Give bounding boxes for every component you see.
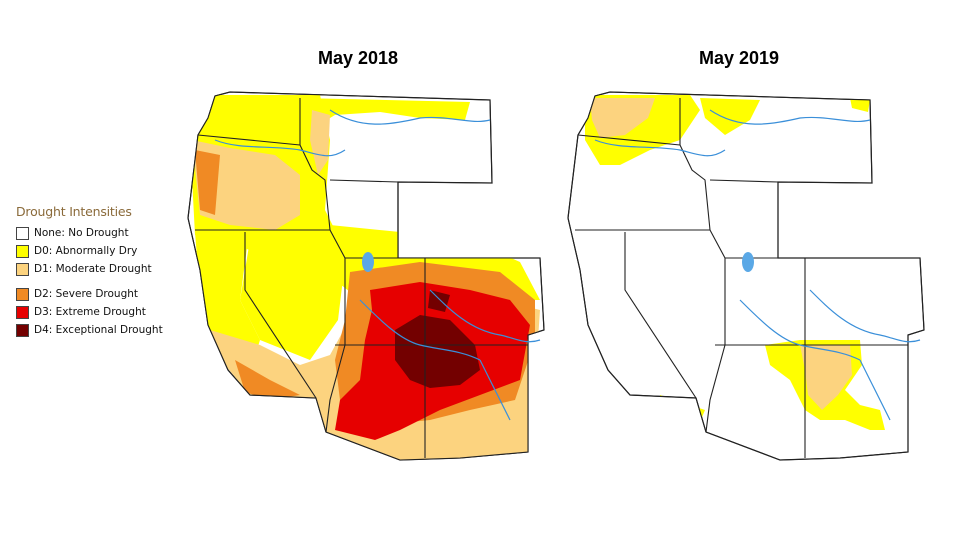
d4-region-four-corners xyxy=(395,315,480,388)
d1-region-washington-core xyxy=(590,98,655,138)
d2-region-socal xyxy=(235,360,300,400)
legend-label-none: None: No Drought xyxy=(34,227,129,239)
map-2018-rivers xyxy=(214,109,541,421)
map-title-2018: May 2018 xyxy=(317,48,399,68)
map-2018-drought-areas xyxy=(190,95,540,460)
d0-region-montana xyxy=(700,98,760,135)
legend-swatch-d1 xyxy=(16,262,29,276)
legend-swatch-none xyxy=(16,226,29,240)
legend-label-d1: D1: Moderate Drought xyxy=(34,263,152,275)
legend-item-none: None: No Drought xyxy=(16,225,186,241)
legend-item-d0: D0: Abnormally Dry xyxy=(16,243,186,259)
map-title-2019: May 2019 xyxy=(698,48,780,68)
legend-label-d0: D0: Abnormally Dry xyxy=(34,245,138,257)
d0-region-nevada xyxy=(240,238,345,360)
legend-swatch-d3 xyxy=(16,305,29,319)
d4-region-colorado xyxy=(428,290,450,312)
drought-legend: Drought Intensities None: No Drought D0:… xyxy=(16,204,186,340)
map-2018 xyxy=(187,91,545,461)
d0-region-montana-east xyxy=(850,98,870,112)
legend-label-d3: D3: Extreme Drought xyxy=(34,306,146,318)
legend-swatch-d0 xyxy=(16,244,29,258)
map-2019-great-salt-lake xyxy=(742,252,754,272)
legend-heading: Drought Intensities xyxy=(16,204,132,219)
d0-region-wyoming-south xyxy=(785,210,805,228)
map-2019-state-boundaries xyxy=(567,91,925,461)
legend-item-d3: D3: Extreme Drought xyxy=(16,304,186,320)
legend-item-d2: D2: Severe Drought xyxy=(16,286,186,302)
d1-region-new-mexico xyxy=(800,345,852,410)
d0-region-wyoming xyxy=(815,185,832,205)
legend-label-d2: D2: Severe Drought xyxy=(34,288,139,300)
map-2018-great-salt-lake xyxy=(362,252,374,272)
d1-region-idaho xyxy=(310,110,330,175)
legend-swatch-d4 xyxy=(16,323,29,337)
d0-region-montana-west xyxy=(300,98,470,130)
d2-region-oregon xyxy=(195,150,220,215)
d0-region-california xyxy=(195,232,260,372)
legend-item-d1: D1: Moderate Drought xyxy=(16,261,186,277)
legend-label-d4: D4: Exceptional Drought xyxy=(34,324,163,336)
legend-item-d4: D4: Exceptional Drought xyxy=(16,322,186,338)
legend-swatch-d2 xyxy=(16,287,29,301)
map-2019-rivers xyxy=(594,109,921,421)
map-2018-state-boundaries xyxy=(187,91,545,461)
map-2019 xyxy=(567,91,925,461)
